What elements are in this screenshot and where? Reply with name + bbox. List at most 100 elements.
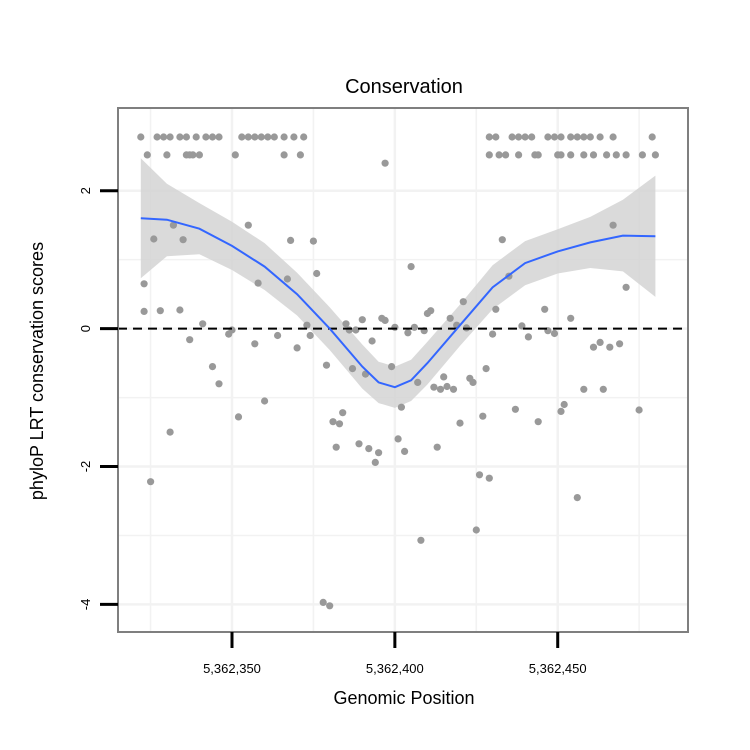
data-point [140,280,148,288]
data-point [140,307,148,315]
data-point [368,337,376,345]
data-point [472,526,480,534]
data-point [309,237,317,245]
data-point [208,133,217,141]
chart-title: Conservation [345,76,463,98]
data-point [143,151,151,159]
data-point [436,385,445,393]
data-point [283,275,291,283]
data-point [342,320,350,328]
data-point [375,449,383,457]
data-point [228,326,236,334]
x-tick-label: 5,362,350 [203,661,261,676]
y-tick-label: 2 [78,187,93,194]
data-point [596,338,604,346]
data-point [567,314,575,322]
data-point [635,406,643,414]
data-point [622,283,630,291]
y-axis: -4 -2 0 2 [78,187,118,610]
data-point [394,435,402,443]
data-point [580,151,588,159]
data-point [313,269,321,278]
data-point [544,133,552,141]
data-point [244,133,252,141]
data-point [443,382,451,391]
x-axis-title: Genomic Position [333,688,474,708]
data-point [329,418,337,426]
data-point [573,133,581,141]
data-point [365,445,373,453]
data-point [440,373,448,381]
data-point [195,151,203,159]
data-point [335,420,344,428]
data-point [596,133,604,141]
x-axis: 5,362,350 5,362,400 5,362,450 [203,632,587,676]
data-point [449,385,458,393]
data-point [603,151,611,159]
data-point [430,383,438,391]
data-point [169,221,177,229]
data-point [166,428,174,436]
data-point [280,133,288,141]
data-point [534,151,542,159]
data-point [446,314,454,322]
data-point [560,400,568,409]
data-point [528,133,536,141]
data-point [264,133,272,141]
data-point [521,133,529,141]
data-point [215,380,223,388]
confidence-ribbon [140,158,656,408]
data-point [557,407,565,415]
data-point [251,340,259,348]
data-point [648,133,656,141]
data-point [606,343,614,351]
data-point [410,323,418,331]
data-point [580,385,588,393]
data-point [153,133,161,141]
data-point [492,305,500,313]
data-point [475,471,484,479]
data-point [137,133,145,141]
data-point [638,151,647,159]
data-point [557,133,565,141]
data-point [208,363,217,371]
data-point [345,326,353,334]
data-point [550,329,559,338]
data-point [586,133,594,141]
data-point [296,151,304,159]
data-point [573,494,581,502]
data-point [355,440,363,448]
data-point [541,305,549,313]
data-point [160,133,168,141]
data-point [495,151,503,159]
data-point [469,378,477,386]
data-point [433,443,441,451]
data-point [176,306,184,314]
data-point [479,412,487,420]
data-point [147,478,155,486]
data-point [192,133,200,141]
data-point [339,409,347,417]
data-point [234,413,243,421]
data-point [397,403,405,411]
data-point [567,133,575,141]
data-point [550,133,559,141]
data-point [182,133,190,141]
data-point [482,365,490,373]
data-point [524,333,533,341]
data-point [280,151,288,159]
data-point [319,598,327,607]
data-point [332,443,340,451]
data-point [388,363,396,371]
data-point [270,133,278,141]
data-point [381,316,389,324]
data-point [186,336,194,344]
data-point [381,159,389,167]
x-tick-label: 5,362,450 [529,661,587,676]
data-point [515,133,523,141]
data-point [404,329,412,337]
smooth-fit-line [140,217,656,389]
data-point [599,385,607,393]
data-point [589,343,598,351]
data-point [293,344,301,352]
